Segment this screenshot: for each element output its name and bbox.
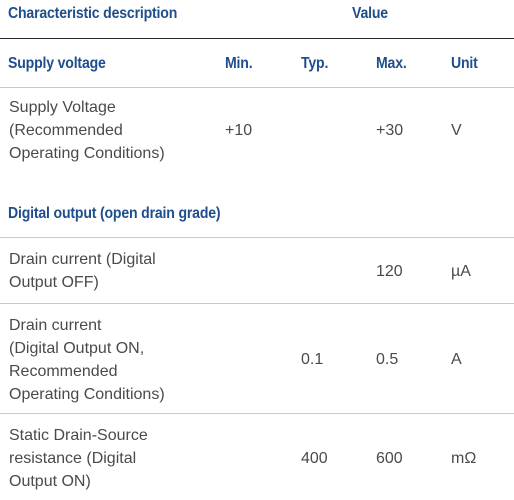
cell-unit: A xyxy=(451,351,462,368)
column-max: Max. xyxy=(376,55,407,72)
cell-typ: 0.1 xyxy=(301,351,324,368)
column-unit: Unit xyxy=(451,55,478,72)
row-description-line: resistance (Digital xyxy=(9,450,137,467)
section-title-supply-voltage: Supply voltage xyxy=(8,55,106,72)
cell-max: 600 xyxy=(376,450,403,467)
row-description-line: Recommended xyxy=(9,363,118,380)
cell-max: 120 xyxy=(376,263,403,280)
row-description-line: Output ON) xyxy=(9,473,91,490)
cell-min: +10 xyxy=(225,122,253,139)
cell-unit: V xyxy=(451,122,462,139)
row-description-line: Drain current xyxy=(9,317,102,334)
table-row: Drain current (Digital Output ON, Recomm… xyxy=(9,314,165,406)
section-title-digital-output: Digital output (open drain grade) xyxy=(8,205,221,222)
row-divider xyxy=(0,303,514,304)
section-divider xyxy=(0,87,514,88)
column-min: Min. xyxy=(225,55,253,72)
header-characteristic-description: Characteristic description xyxy=(8,5,178,22)
cell-unit: µA xyxy=(451,263,471,280)
header-value: Value xyxy=(352,5,388,22)
cell-max: +30 xyxy=(376,122,404,139)
row-description-line: Drain current (Digital xyxy=(9,251,156,268)
table-row: Drain current (Digital Output OFF) xyxy=(9,248,156,294)
row-description-line: Operating Conditions) xyxy=(9,145,165,162)
header-divider xyxy=(0,38,514,39)
row-description-line: Output OFF) xyxy=(9,274,99,291)
column-typ: Typ. xyxy=(301,55,329,72)
section-divider xyxy=(0,237,514,238)
row-description-line: Static Drain-Source xyxy=(9,427,148,444)
row-description-line: Supply Voltage xyxy=(9,99,116,116)
row-description-line: Operating Conditions) xyxy=(9,386,165,403)
table-row: Supply Voltage (Recommended Operating Co… xyxy=(9,96,165,165)
row-description-line: (Recommended xyxy=(9,122,123,139)
cell-unit: mΩ xyxy=(451,450,477,467)
row-divider xyxy=(0,413,514,414)
table-row: Static Drain-Source resistance (Digital … xyxy=(9,424,148,493)
cell-typ: 400 xyxy=(301,450,328,467)
row-description-line: (Digital Output ON, xyxy=(9,340,145,357)
cell-max: 0.5 xyxy=(376,351,399,368)
